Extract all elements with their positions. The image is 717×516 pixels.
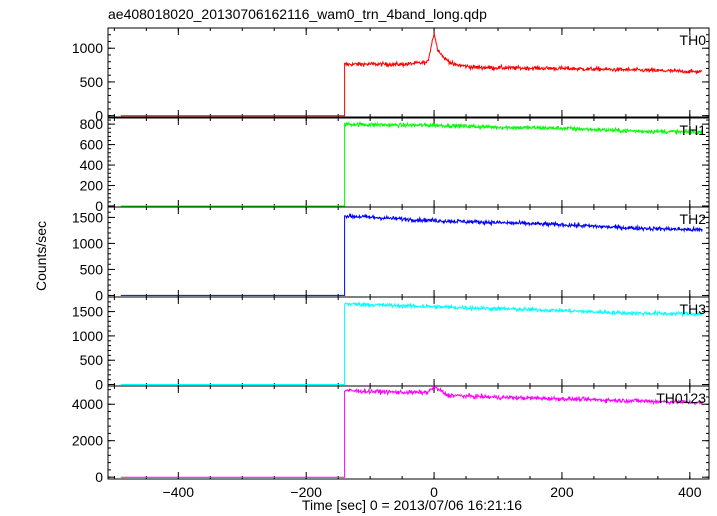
panel-th3: 0 500 1000 1500 TH3: [72, 296, 710, 393]
y-tick-label: 1000: [72, 40, 103, 56]
y-tick-label: 1000: [72, 235, 103, 251]
panel-th2: 0 500 1000 1500 TH2: [72, 206, 710, 303]
panel-label: TH1: [680, 122, 707, 138]
x-tick-label: 200: [550, 484, 574, 500]
panel-label: TH3: [680, 301, 707, 317]
x-tick-label: 400: [678, 484, 702, 500]
y-tick-label: 4000: [72, 396, 103, 412]
y-tick-label: 200: [80, 178, 104, 194]
series-line-th0123: [120, 384, 703, 478]
y-tick-label: 0: [95, 287, 103, 303]
y-tick-label: 0: [95, 469, 103, 485]
series-line-th3: [120, 300, 703, 385]
panel-th1: 0 200 400 600 800 TH1: [80, 116, 710, 214]
x-axis-label: Time [sec] 0 = 2013/07/06 16:21:16: [302, 497, 522, 513]
series-line-th2: [120, 213, 703, 296]
y-tick-label: 0: [95, 108, 103, 124]
y-tick-label: 2000: [72, 433, 103, 449]
y-tick-label: 500: [80, 352, 104, 368]
x-tick-label: 0: [430, 484, 438, 500]
y-tick-label: 1000: [72, 328, 103, 344]
panel-label: TH0: [680, 32, 707, 48]
y-tick-label: 500: [80, 261, 104, 277]
y-tick-label: 0: [95, 377, 103, 393]
chart-title: ae408018020_20130706162116_wam0_trn_4ban…: [108, 6, 487, 22]
y-tick-label: 0: [95, 198, 103, 214]
panels-group: 0 500 1000 TH0 0 200 400 600 800 TH1 0 500 1000 1500 T…: [72, 27, 710, 500]
panel-th0123: 0 2000 4000 TH0123: [72, 384, 710, 485]
y-tick-label: 1500: [72, 209, 103, 225]
y-tick-label: 1500: [72, 304, 103, 320]
panel-frame: [107, 385, 710, 480]
series-line-th0: [120, 33, 703, 117]
x-tick-label: −200: [290, 484, 322, 500]
x-tick-label: −400: [163, 484, 195, 500]
panel-label: TH0123: [656, 390, 706, 406]
y-tick-label: 600: [80, 137, 104, 153]
y-axis-label: Counts/sec: [33, 221, 49, 291]
panel-frame: [107, 296, 710, 387]
panel-label: TH2: [680, 211, 707, 227]
panel-frame: [107, 27, 710, 118]
y-tick-label: 500: [80, 74, 104, 90]
y-tick-label: 800: [80, 116, 104, 132]
panel-th0: 0 500 1000 TH0: [72, 27, 710, 124]
series-line-th1: [120, 120, 703, 207]
y-tick-label: 400: [80, 157, 104, 173]
